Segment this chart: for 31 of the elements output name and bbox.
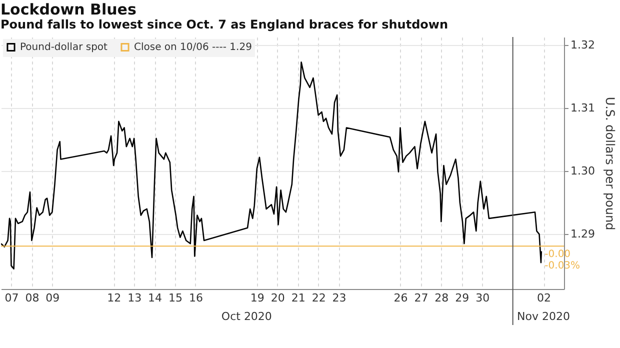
x-tick-label: 09 [46, 292, 60, 304]
legend-label: Close on 10/06 ---- 1.29 [134, 42, 252, 54]
x-tick-label: 19 [250, 292, 264, 304]
x-tick-label: 21 [291, 292, 306, 304]
x-tick-label: 30 [476, 292, 490, 304]
x-tick-label: 22 [312, 292, 326, 304]
x-tick-label: 28 [434, 292, 449, 304]
chart-title: Lockdown Blues [0, 0, 136, 18]
x-tick-label: 27 [414, 292, 428, 304]
x-tick-label: 07 [4, 292, 19, 304]
text: Nov 2020 [517, 310, 570, 323]
x-tick-label: 12 [107, 292, 122, 304]
y-tick-label: 1.31 [570, 102, 595, 115]
x-tick-label: 02 [537, 292, 552, 304]
x-tick-label: 23 [332, 292, 346, 304]
line-series [1, 62, 542, 270]
text: Oct 2020 [221, 310, 272, 323]
x-tick-label: 15 [168, 292, 183, 304]
chart-subtitle: Pound falls to lowest since Oct. 7 as England braces for shutdown [0, 18, 448, 32]
y-axis-title: U.S. dollars per pound [602, 96, 617, 230]
y-tick-label: 1.30 [570, 164, 595, 178]
x-tick-label: 16 [188, 292, 203, 304]
x-tick-label: 13 [128, 292, 142, 304]
x-tick-label: 08 [25, 292, 40, 304]
legend-label: Pound-dollar spot [20, 42, 108, 54]
x-tick-label: 26 [394, 292, 408, 304]
y-tick-label: 1.29 [570, 228, 595, 241]
x-tick-label: 29 [455, 292, 470, 304]
x-tick-label: 14 [148, 292, 162, 304]
x-tick-label: 20 [270, 292, 285, 304]
y-tick-label: 1.32 [570, 38, 595, 52]
